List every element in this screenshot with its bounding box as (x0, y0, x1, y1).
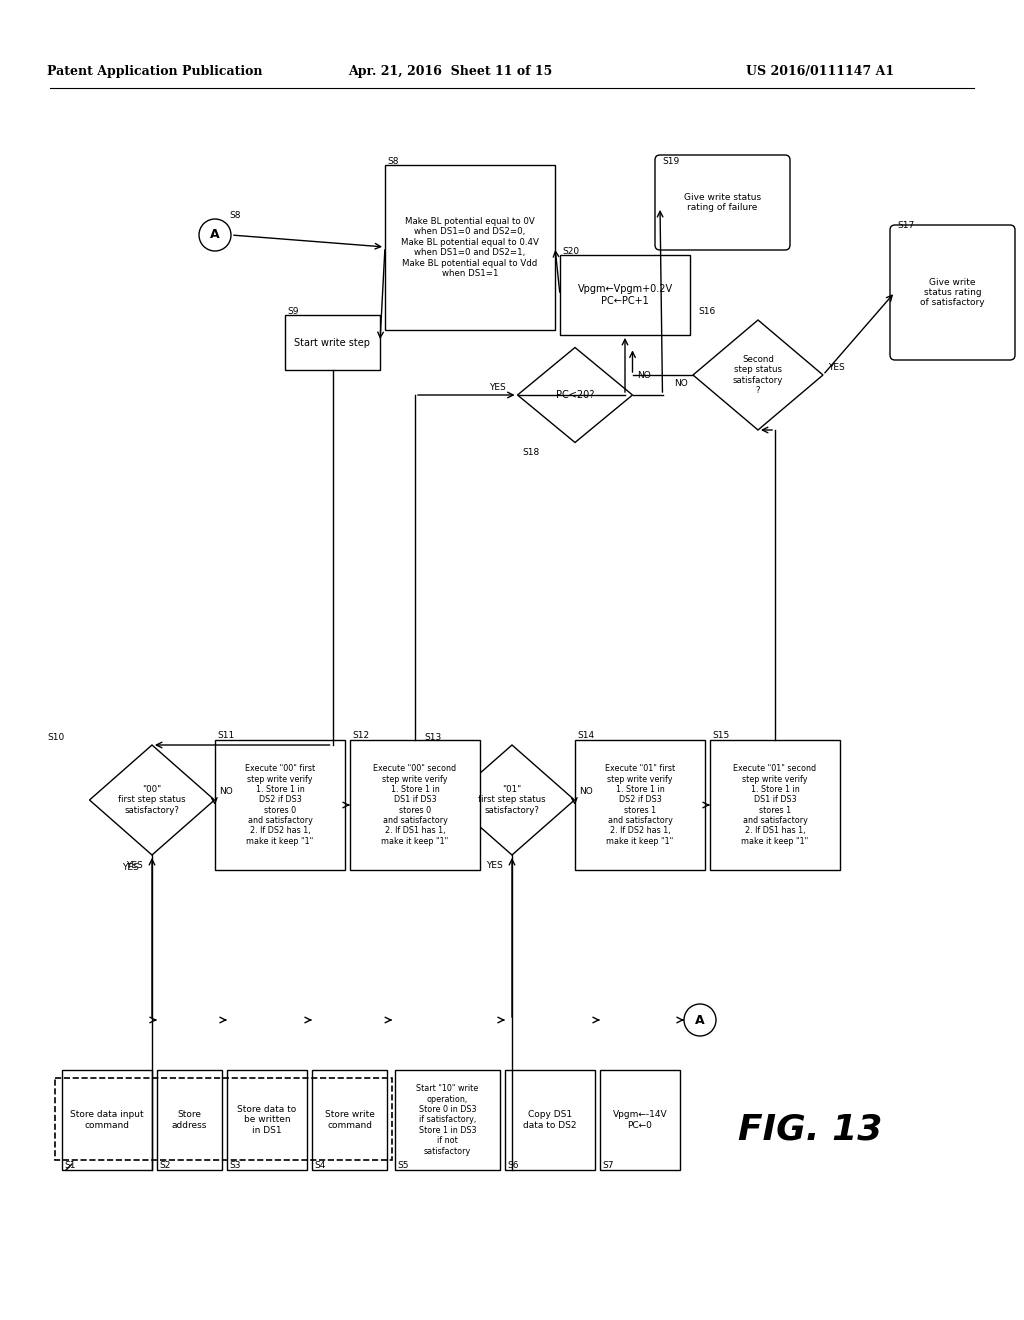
Text: Give write
status rating
of satisfactory: Give write status rating of satisfactory (921, 277, 985, 308)
Polygon shape (450, 744, 574, 855)
FancyBboxPatch shape (890, 224, 1015, 360)
Bar (560, 255, 690, 335)
Polygon shape (89, 744, 214, 855)
Text: Execute "01" first
step write verify
1. Store 1 in
DS2 if DS3
stores 1
and satis: Execute "01" first step write verify 1. … (605, 764, 675, 846)
Polygon shape (517, 347, 633, 442)
Bar (350, 741, 480, 870)
Text: S18: S18 (522, 447, 540, 457)
Text: "01"
first step status
satisfactory?: "01" first step status satisfactory? (478, 785, 546, 814)
Bar (395, 1071, 500, 1170)
Text: S3: S3 (229, 1162, 241, 1171)
Text: S7: S7 (602, 1162, 613, 1171)
Text: S14: S14 (577, 731, 594, 741)
Bar (157, 1071, 222, 1170)
Text: S19: S19 (662, 157, 679, 165)
Text: US 2016/0111147 A1: US 2016/0111147 A1 (745, 66, 894, 78)
Text: Start "10" write
operation,
Store 0 in DS3
if satisfactory,
Store 1 in DS3
if no: Start "10" write operation, Store 0 in D… (417, 1084, 478, 1156)
Text: Store data input
command: Store data input command (71, 1110, 143, 1130)
Text: NO: NO (580, 788, 593, 796)
Text: "00"
first step status
satisfactory?: "00" first step status satisfactory? (118, 785, 185, 814)
Text: Patent Application Publication: Patent Application Publication (47, 66, 263, 78)
Text: A: A (695, 1014, 705, 1027)
Bar (385, 165, 555, 330)
Text: Second
step status
satisfactory
?: Second step status satisfactory ? (733, 355, 783, 395)
Text: Execute "00" first
step write verify
1. Store 1 in
DS2 if DS3
stores 0
and satis: Execute "00" first step write verify 1. … (245, 764, 315, 846)
Text: YES: YES (489, 383, 506, 392)
Polygon shape (693, 319, 823, 430)
Text: S9: S9 (287, 306, 299, 315)
Text: S6: S6 (507, 1162, 518, 1171)
Text: S1: S1 (63, 1162, 76, 1171)
Text: S10: S10 (48, 733, 65, 742)
Text: Store data to
be written
in DS1: Store data to be written in DS1 (238, 1105, 297, 1135)
FancyBboxPatch shape (655, 154, 790, 249)
Text: Give write status
rating of failure: Give write status rating of failure (684, 193, 761, 213)
Text: Vpgm←Vpgm+0.2V
PC←PC+1: Vpgm←Vpgm+0.2V PC←PC+1 (578, 284, 673, 306)
Text: Copy DS1
data to DS2: Copy DS1 data to DS2 (523, 1110, 577, 1130)
Text: Store write
command: Store write command (325, 1110, 375, 1130)
Text: NO: NO (674, 379, 688, 388)
Bar (55, 1078, 392, 1160)
Text: S4: S4 (314, 1162, 326, 1171)
Text: Start write step: Start write step (295, 338, 371, 347)
Text: S12: S12 (352, 731, 369, 741)
Text: Execute "00" second
step write verify
1. Store 1 in
DS1 if DS3
stores 0
and sati: Execute "00" second step write verify 1.… (374, 764, 457, 846)
Bar (710, 741, 840, 870)
Text: YES: YES (122, 862, 138, 871)
Bar (215, 741, 345, 870)
Text: Make BL potential equal to 0V
when DS1=0 and DS2=0,
Make BL potential equal to 0: Make BL potential equal to 0V when DS1=0… (401, 216, 539, 279)
Text: A: A (210, 228, 220, 242)
Text: Vpgm←-14V
PC←0: Vpgm←-14V PC←0 (612, 1110, 668, 1130)
Text: S2: S2 (159, 1162, 170, 1171)
Text: Apr. 21, 2016  Sheet 11 of 15: Apr. 21, 2016 Sheet 11 of 15 (348, 66, 552, 78)
Text: S13: S13 (425, 733, 442, 742)
Text: S11: S11 (217, 731, 234, 741)
Circle shape (199, 219, 231, 251)
Text: S5: S5 (397, 1162, 409, 1171)
Circle shape (684, 1005, 716, 1036)
Bar (575, 741, 705, 870)
Text: YES: YES (126, 861, 142, 870)
Text: S20: S20 (562, 247, 580, 256)
Text: S15: S15 (712, 731, 729, 741)
Text: NO: NO (219, 788, 233, 796)
Bar (285, 315, 380, 370)
Bar (312, 1071, 387, 1170)
Bar (62, 1071, 152, 1170)
Text: PC<20?: PC<20? (556, 389, 594, 400)
Text: YES: YES (828, 363, 845, 371)
Text: S16: S16 (698, 308, 715, 317)
Text: Execute "01" second
step write verify
1. Store 1 in
DS1 if DS3
stores 1
and sati: Execute "01" second step write verify 1.… (733, 764, 816, 846)
Text: Store
address: Store address (172, 1110, 207, 1130)
Bar (227, 1071, 307, 1170)
Text: FIG. 13: FIG. 13 (738, 1113, 883, 1147)
Bar (600, 1071, 680, 1170)
Bar (505, 1071, 595, 1170)
Text: YES: YES (485, 861, 503, 870)
Text: NO: NO (638, 371, 651, 380)
Text: S8: S8 (229, 210, 241, 219)
Text: S17: S17 (897, 222, 914, 231)
Text: S8: S8 (387, 157, 398, 165)
